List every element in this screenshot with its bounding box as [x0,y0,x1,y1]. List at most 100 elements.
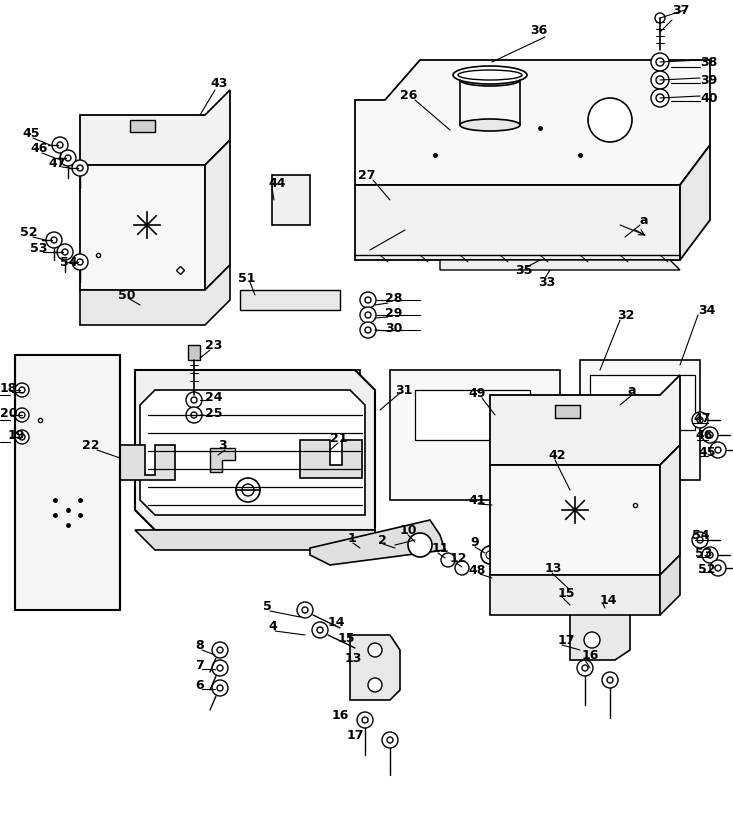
Circle shape [236,478,260,502]
Circle shape [607,677,613,683]
Polygon shape [680,145,710,260]
Circle shape [651,89,669,107]
Circle shape [72,254,88,270]
Text: 46: 46 [30,141,48,154]
Circle shape [360,322,376,338]
Text: 54: 54 [692,529,710,542]
Circle shape [60,150,76,166]
Text: 52: 52 [698,562,715,576]
Polygon shape [130,120,155,132]
Text: 28: 28 [385,291,402,305]
Text: 13: 13 [545,562,562,575]
Text: 32: 32 [617,309,634,322]
Text: 22: 22 [82,438,100,452]
Polygon shape [570,580,630,660]
Circle shape [577,660,593,676]
Text: 36: 36 [530,24,548,36]
Circle shape [217,665,223,671]
Circle shape [697,537,703,543]
Text: 24: 24 [205,391,223,403]
Text: 15: 15 [338,631,356,644]
Polygon shape [440,260,680,270]
Circle shape [584,632,600,648]
Circle shape [584,590,600,606]
Circle shape [217,647,223,653]
Circle shape [19,434,25,440]
Text: 26: 26 [400,89,417,102]
Text: 14: 14 [328,616,345,629]
Circle shape [52,137,68,153]
Polygon shape [310,520,445,565]
Circle shape [710,560,726,576]
Circle shape [651,71,669,89]
Text: 44: 44 [268,177,285,190]
Text: 33: 33 [538,276,556,288]
Text: 15: 15 [558,586,575,599]
Text: 25: 25 [205,406,223,420]
Text: 10: 10 [400,524,418,536]
Text: 53: 53 [30,241,48,255]
Text: 18: 18 [0,382,18,395]
Circle shape [77,259,83,265]
Text: 42: 42 [548,448,565,461]
Text: 7: 7 [195,658,204,672]
Circle shape [582,665,588,671]
Ellipse shape [460,74,520,86]
Circle shape [656,76,664,84]
Text: 40: 40 [700,91,718,104]
Circle shape [297,602,313,618]
Circle shape [382,732,398,748]
Circle shape [77,165,83,171]
Polygon shape [660,555,680,615]
Circle shape [57,142,63,148]
Circle shape [212,680,228,696]
Circle shape [365,297,371,303]
Polygon shape [555,405,580,418]
Text: 8: 8 [195,639,204,652]
Circle shape [217,685,223,691]
Circle shape [191,412,197,418]
Circle shape [302,607,308,613]
Circle shape [46,232,62,248]
Text: 39: 39 [700,74,718,86]
Polygon shape [315,380,355,415]
Circle shape [656,94,664,102]
Text: a: a [640,213,649,227]
Text: 31: 31 [395,383,413,397]
Text: 9: 9 [470,535,479,548]
Circle shape [19,412,25,418]
Circle shape [15,408,29,422]
Polygon shape [490,465,660,575]
Text: 45: 45 [22,126,40,140]
Circle shape [702,547,718,563]
Text: 20: 20 [0,406,18,420]
Ellipse shape [453,66,527,84]
Text: 21: 21 [330,432,347,444]
Text: 34: 34 [698,304,715,317]
Polygon shape [210,448,235,472]
Circle shape [51,237,57,243]
Text: 14: 14 [600,594,617,607]
Text: 12: 12 [450,552,468,565]
Circle shape [651,53,669,71]
Text: 41: 41 [468,493,485,507]
Polygon shape [15,355,120,610]
Circle shape [186,392,202,408]
Text: 29: 29 [385,306,402,319]
Text: 13: 13 [345,652,362,664]
Text: 38: 38 [700,56,718,68]
Text: 43: 43 [210,76,227,89]
Circle shape [697,417,703,423]
Polygon shape [205,140,230,290]
Text: 27: 27 [358,168,375,181]
Circle shape [362,717,368,723]
Circle shape [656,58,664,66]
Text: 50: 50 [118,288,136,301]
Polygon shape [80,90,230,165]
Text: 17: 17 [558,634,575,646]
Circle shape [710,442,726,458]
Polygon shape [660,445,680,575]
Circle shape [588,98,632,142]
Text: 23: 23 [205,338,222,351]
Text: 11: 11 [432,542,449,554]
